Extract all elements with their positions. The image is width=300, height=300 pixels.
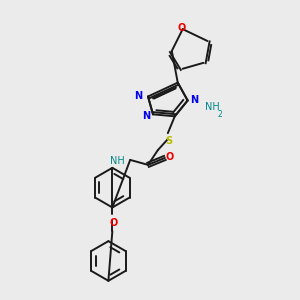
Text: O: O <box>178 23 186 33</box>
Text: O: O <box>109 218 118 228</box>
Text: 2: 2 <box>218 110 222 119</box>
Text: NH: NH <box>110 156 125 166</box>
Text: N: N <box>134 91 142 100</box>
Text: O: O <box>166 152 174 162</box>
Text: N: N <box>142 111 150 121</box>
Text: N: N <box>190 95 199 106</box>
Text: NH: NH <box>206 102 220 112</box>
Text: S: S <box>165 136 172 146</box>
